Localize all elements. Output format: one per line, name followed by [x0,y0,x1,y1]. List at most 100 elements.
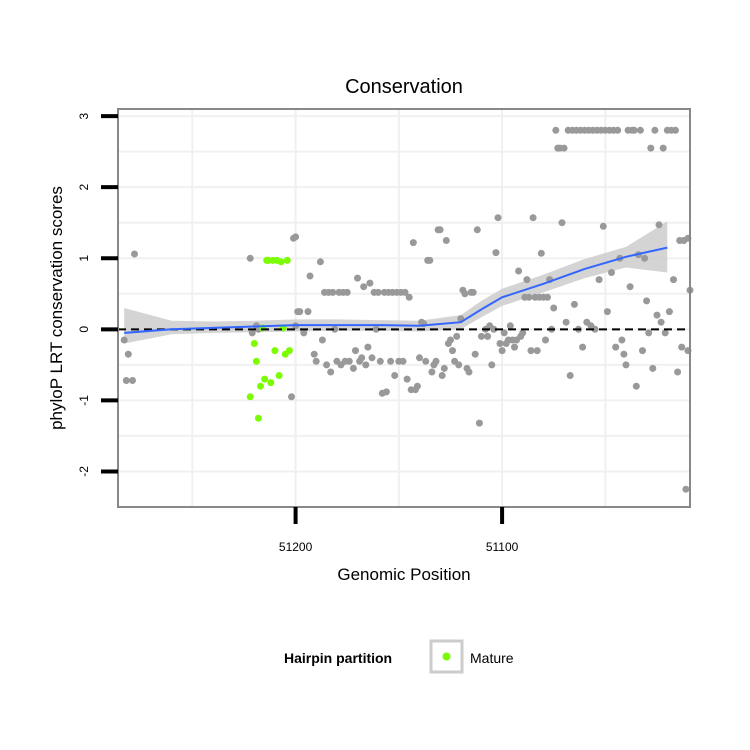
point-other [626,283,634,291]
point-other [442,237,450,244]
point-other [124,350,132,358]
point-other [426,256,434,264]
point-other [523,276,531,284]
point-other [345,357,353,365]
point-other [544,293,551,301]
point-other [372,325,380,333]
point-other [422,357,430,365]
point-other [542,336,549,344]
panel-border [117,108,691,508]
legend-swatch-mature [442,652,451,661]
point-other [416,354,423,362]
point-mature [261,375,269,383]
confidence-band-layer [124,221,668,344]
point-other [511,343,518,351]
point-other [374,288,382,296]
smooth-line-layer [124,246,668,334]
point-other [558,219,566,227]
point-other [449,347,456,355]
point-other [614,126,622,134]
point-other [382,388,390,396]
point-other [131,250,138,258]
point-other [432,357,440,365]
point-other [618,336,626,344]
point-other [515,267,523,275]
points-layer [120,126,694,493]
point-other [562,318,570,326]
point-other [566,372,574,379]
point-other [122,377,130,384]
point-other [405,293,413,301]
point-other [595,276,603,284]
point-other [672,126,679,134]
point-mature [252,357,260,365]
point-other [622,361,630,369]
point-other [440,364,448,372]
point-mature [285,347,293,355]
y-tick-label: 1 [77,255,91,262]
point-other [343,288,351,296]
point-other [527,347,535,355]
point-mature [275,372,283,379]
y-tick-label: -1 [77,395,91,406]
grid [118,109,690,508]
point-other [447,336,454,344]
point-other [438,372,446,379]
point-other [306,272,314,280]
point-mature [283,256,291,264]
y-tick-label: 0 [77,326,91,333]
smooth-line [124,246,668,334]
point-other [641,254,649,262]
point-other [300,329,308,337]
point-other [428,368,436,376]
point-other [391,372,399,379]
point-mature [257,382,264,390]
point-other [368,354,376,362]
point-other [399,357,407,365]
point-other [248,329,256,337]
point-other [560,144,568,152]
point-other [645,329,653,337]
point-other [455,361,463,369]
point-other [550,304,558,312]
point-other [490,325,498,333]
y-tick-label: -2 [77,466,91,477]
point-other [682,485,690,493]
point-other [639,347,646,355]
point-other [678,343,686,351]
point-other [304,308,312,316]
legend-label-mature: Mature [470,650,514,666]
point-other [599,222,607,230]
y-tick-label: 3 [77,112,91,119]
point-other [310,350,318,358]
point-other [653,311,661,319]
point-other [465,368,473,376]
legend-title: Hairpin partition [284,650,392,666]
point-other [246,254,254,262]
point-other [665,308,673,316]
axes: -2 -1 0 1 2 3 51200 51100 [77,112,519,554]
point-other [659,144,667,152]
point-other [288,393,295,401]
point-other [475,419,483,427]
point-other [403,375,411,383]
point-other [591,325,599,333]
point-other [506,322,514,330]
point-other [636,126,644,134]
point-other [364,343,372,351]
x-tick-label: 51200 [279,540,313,554]
x-axis-label: Genomic Position [337,565,470,584]
point-other [469,288,477,296]
point-other [413,382,421,390]
point-other [120,336,128,344]
point-other [651,126,659,134]
point-other [358,354,366,362]
point-other [519,329,527,337]
point-other [612,343,620,351]
point-other [498,347,506,355]
point-other [409,239,417,247]
point-other [494,214,502,222]
point-other [471,350,479,358]
point-other [318,336,326,344]
